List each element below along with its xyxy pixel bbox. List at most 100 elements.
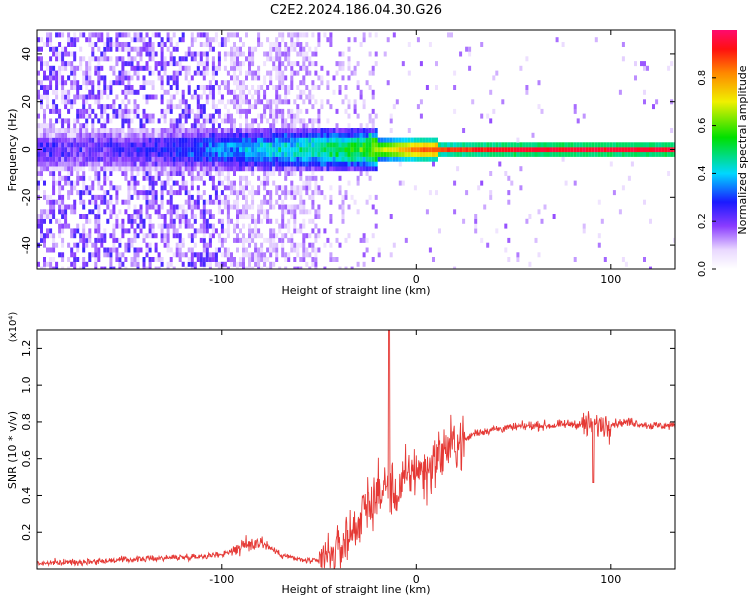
heatmap-cell xyxy=(290,194,294,200)
heatmap-cell xyxy=(284,209,288,215)
heatmap-cell xyxy=(251,132,255,138)
heatmap-cell xyxy=(178,237,182,243)
heatmap-cell xyxy=(537,104,541,110)
heatmap-cell xyxy=(248,151,251,157)
heatmap-cell xyxy=(46,247,49,253)
heatmap-cell xyxy=(115,151,119,157)
heatmap-cell xyxy=(67,51,71,57)
heatmap-cell xyxy=(341,218,345,224)
heatmap-cell xyxy=(543,204,547,210)
heatmap-cell xyxy=(49,137,53,143)
heatmap-cell xyxy=(46,104,49,110)
heatmap-cell xyxy=(335,228,339,234)
heatmap-cell xyxy=(94,214,98,219)
heatmap-cell xyxy=(257,252,261,258)
heatmap-cell xyxy=(208,223,212,229)
heatmap-cell xyxy=(145,142,149,148)
heatmap-cell xyxy=(323,132,327,138)
heatmap-cell xyxy=(220,261,224,267)
heatmap-cell xyxy=(383,142,387,148)
heatmap-cell xyxy=(239,51,242,57)
heatmap-cell xyxy=(311,128,315,133)
heatmap-cell xyxy=(260,85,264,90)
heatmap-cell xyxy=(341,166,345,172)
heatmap-cell xyxy=(257,261,261,267)
heatmap-cell xyxy=(178,247,182,253)
heatmap-cell xyxy=(471,99,475,105)
heatmap-cell xyxy=(139,190,143,196)
heatmap-cell xyxy=(184,132,188,138)
heatmap-cell xyxy=(175,233,179,239)
heatmap-cell xyxy=(344,85,348,90)
heatmap-cell xyxy=(296,61,300,67)
heatmap-cell xyxy=(371,257,375,262)
heatmap-cell xyxy=(106,166,110,172)
heatmap-cell xyxy=(302,185,306,191)
heatmap-cell xyxy=(263,175,267,181)
heatmap-cell xyxy=(353,70,357,76)
heatmap-cell xyxy=(260,118,264,124)
heatmap-cell xyxy=(649,142,652,148)
heatmap-cell xyxy=(163,118,167,124)
heatmap-cell xyxy=(169,247,173,253)
heatmap-cell xyxy=(353,128,357,133)
heatmap-cell xyxy=(103,104,107,110)
heatmap-cell xyxy=(100,32,104,38)
heatmap-cell xyxy=(121,75,125,81)
heatmap-cell xyxy=(245,142,248,148)
heatmap-cell xyxy=(450,147,453,153)
heatmap-cell xyxy=(181,147,185,153)
heatmap-cell xyxy=(100,194,104,200)
heatmap-cell xyxy=(46,37,49,43)
heatmap-cell xyxy=(323,161,327,167)
heatmap-cell xyxy=(190,247,194,253)
heatmap-cell xyxy=(109,209,113,215)
heatmap-cell xyxy=(495,70,499,76)
heatmap-cell xyxy=(79,108,83,114)
heatmap-cell xyxy=(278,228,282,234)
heatmap-cell xyxy=(254,151,258,157)
heatmap-cell xyxy=(199,128,203,133)
heatmap-cell xyxy=(133,132,137,138)
heatmap-cell xyxy=(37,261,40,267)
heatmap-cell xyxy=(82,151,86,157)
heatmap-cell xyxy=(109,85,113,90)
heatmap-cell xyxy=(181,171,185,176)
heatmap-cell xyxy=(489,89,493,95)
heatmap-cell xyxy=(272,113,276,119)
heatmap-cell xyxy=(124,166,128,172)
heatmap-cell xyxy=(344,142,348,148)
heatmap-cell xyxy=(374,61,378,67)
heatmap-cell xyxy=(97,46,101,52)
heatmap-cell xyxy=(233,51,236,57)
heatmap-cell xyxy=(163,61,167,67)
heatmap-cell xyxy=(332,89,336,95)
heatmap-cell xyxy=(190,151,194,157)
heatmap-cell xyxy=(311,199,315,205)
heatmap-cell xyxy=(435,137,438,143)
heatmap-cell xyxy=(269,113,273,119)
heatmap-cell xyxy=(118,75,122,81)
heatmap-cell xyxy=(233,70,236,76)
heatmap-cell xyxy=(70,151,74,157)
heatmap-cell xyxy=(230,190,233,196)
heatmap-cell xyxy=(55,104,59,110)
heatmap-cell xyxy=(46,89,49,95)
heatmap-cell xyxy=(85,214,89,219)
heatmap-cell xyxy=(181,180,185,186)
heatmap-cell xyxy=(377,156,381,162)
heatmap-cell xyxy=(148,166,152,172)
heatmap-cell xyxy=(73,137,77,143)
heatmap-cell xyxy=(214,137,218,143)
heatmap-cell xyxy=(410,142,414,148)
heatmap-cell xyxy=(368,113,372,119)
heatmap-cell xyxy=(621,185,625,191)
heatmap-cell xyxy=(374,151,378,157)
heatmap-cell xyxy=(579,147,583,153)
heatmap-cell xyxy=(175,42,179,47)
heatmap-cell xyxy=(94,113,98,119)
heatmap-cell xyxy=(245,199,248,205)
heatmap-cell xyxy=(142,194,146,200)
heatmap-cell xyxy=(245,166,248,172)
heatmap-cell xyxy=(359,156,363,162)
